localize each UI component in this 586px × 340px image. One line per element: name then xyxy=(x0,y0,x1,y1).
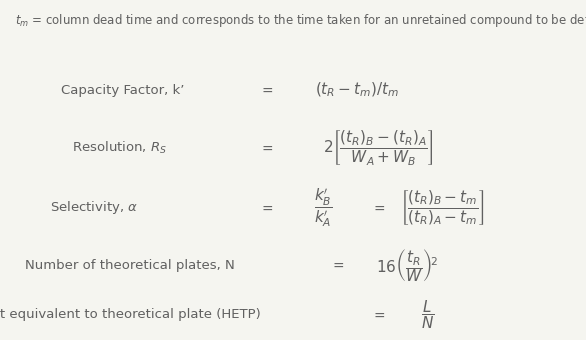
Text: $(t_R - t_m)/t_m$: $(t_R - t_m)/t_m$ xyxy=(315,81,400,99)
Text: Height equivalent to theoretical plate (HETP): Height equivalent to theoretical plate (… xyxy=(0,308,261,321)
Text: $=$: $=$ xyxy=(370,307,386,322)
Text: $\left[\dfrac{(t_R)_B-t_m}{(t_R)_A-t_m}\right]$: $\left[\dfrac{(t_R)_B-t_m}{(t_R)_A-t_m}\… xyxy=(400,188,485,227)
Text: $t_m$ = column dead time and corresponds to the time taken for an unretained com: $t_m$ = column dead time and corresponds… xyxy=(15,12,586,29)
Text: $=$: $=$ xyxy=(259,200,274,215)
Text: $=$: $=$ xyxy=(370,200,386,215)
Text: $16\left(\dfrac{t_R}{W}\right)^{\!2}$: $16\left(\dfrac{t_R}{W}\right)^{\!2}$ xyxy=(376,247,438,284)
Text: $=$: $=$ xyxy=(329,258,345,272)
Text: Selectivity, $\alpha$: Selectivity, $\alpha$ xyxy=(50,199,138,216)
Text: $\dfrac{k_B^{\prime}}{k_A^{\prime}}$: $\dfrac{k_B^{\prime}}{k_A^{\prime}}$ xyxy=(314,186,333,229)
Text: Number of theoretical plates, N: Number of theoretical plates, N xyxy=(25,259,234,272)
Text: Resolution, $R_S$: Resolution, $R_S$ xyxy=(72,140,167,156)
Text: $=$: $=$ xyxy=(259,141,274,155)
Text: $2\left[\dfrac{(t_R)_B-(t_R)_A}{W_A+W_B}\right]$: $2\left[\dfrac{(t_R)_B-(t_R)_A}{W_A+W_B}… xyxy=(322,129,434,167)
Text: Capacity Factor, k’: Capacity Factor, k’ xyxy=(61,84,185,97)
Text: $=$: $=$ xyxy=(259,83,274,97)
Text: $\dfrac{L}{N}$: $\dfrac{L}{N}$ xyxy=(421,298,434,331)
